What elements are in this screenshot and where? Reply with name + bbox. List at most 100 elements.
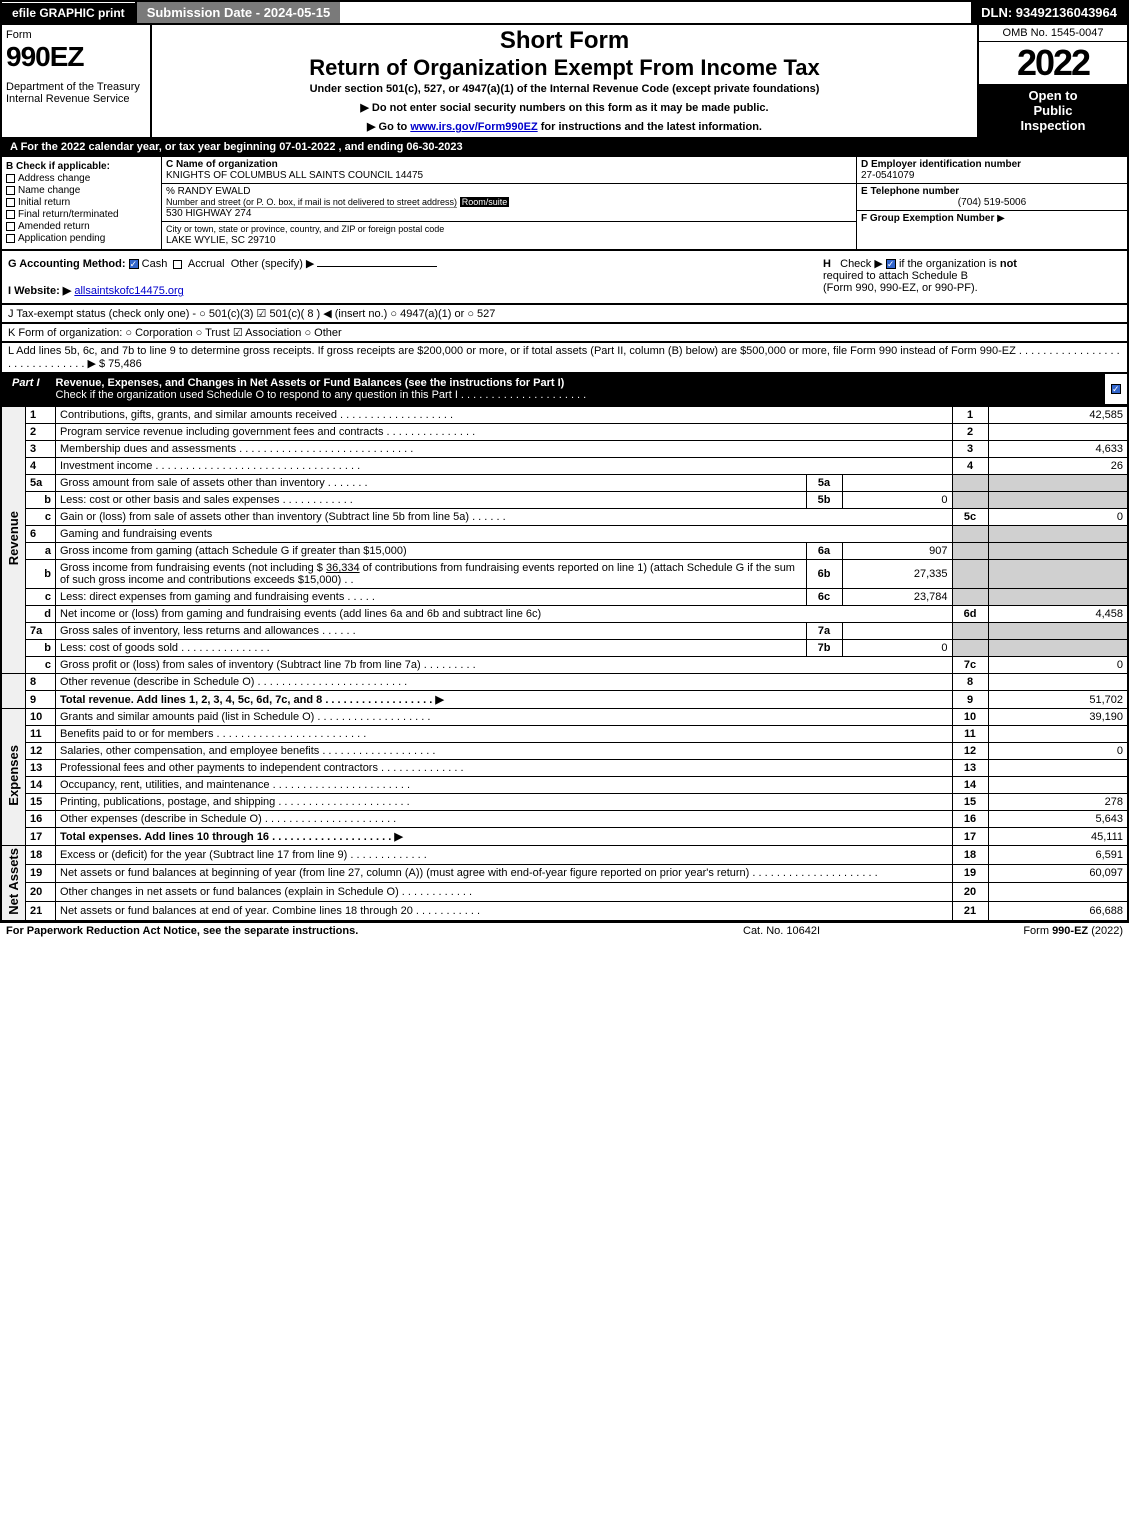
lbl-accrual: Accrual [188,258,225,270]
ln-5c-num: c [26,509,56,526]
ln-21-num: 21 [26,901,56,920]
ln-12-desc: Salaries, other compensation, and employ… [56,743,953,760]
ln-21-box: 21 [952,901,988,920]
lbl-amended-return: Amended return [18,221,90,232]
inspection-line1: Open to [983,88,1123,103]
footer-formref: Form 990-EZ (2022) [943,925,1123,937]
inspection-line2: Public [983,103,1123,118]
c-name-label: C Name of organization [166,159,278,170]
street-address: 530 HIGHWAY 274 [166,208,251,219]
chk-amended-return[interactable] [6,222,15,231]
ln-6b-subval: 27,335 [842,560,952,589]
ln-6c-rval [988,589,1128,606]
ln-6b-amt: 36,334 [326,562,360,574]
ln-13-desc: Professional fees and other payments to … [56,760,953,777]
ln-17-num: 17 [26,828,56,846]
row-k-org-form: K Form of organization: ○ Corporation ○ … [0,324,1129,343]
lbl-address-change: Address change [18,173,90,184]
lbl-initial-return: Initial return [18,197,70,208]
ln-6c-subval: 23,784 [842,589,952,606]
ln-7b-subval: 0 [842,640,952,657]
ln-10-desc: Grants and similar amounts paid (list in… [56,709,953,726]
ln-6a-subval: 907 [842,543,952,560]
ln-2-box: 2 [952,424,988,441]
ln-6b-desc: Gross income from fundraising events (no… [56,560,807,589]
ln-8-box: 8 [952,674,988,691]
lines-table: Revenue 1 Contributions, gifts, grants, … [0,406,1129,922]
ln-15-num: 15 [26,794,56,811]
ln-15-box: 15 [952,794,988,811]
ln-11-desc: Benefits paid to or for members . . . . … [56,726,953,743]
f-group-label: F Group Exemption Number [861,213,994,224]
col-def: D Employer identification number27-05410… [857,157,1127,249]
city-state-zip: LAKE WYLIE, SC 29710 [166,235,276,246]
ln-7a-subval [842,623,952,640]
ln-14-desc: Occupancy, rent, utilities, and maintena… [56,777,953,794]
ln-7c-desc: Gross profit or (loss) from sales of inv… [56,657,953,674]
ln-19-box: 19 [952,864,988,883]
ln-6-rval [988,526,1128,543]
ln-6a-rval [988,543,1128,560]
ln-18-box: 18 [952,846,988,865]
ln-15-val: 278 [988,794,1128,811]
irs-label: Internal Revenue Service [6,93,146,105]
ln-7a-rval [988,623,1128,640]
chk-name-change[interactable] [6,186,15,195]
efile-print-button[interactable]: efile GRAPHIC print [2,3,135,23]
ln-7b-num: b [26,640,56,657]
ln-10-box: 10 [952,709,988,726]
chk-initial-return[interactable] [6,198,15,207]
ln-1-val: 42,585 [988,407,1128,424]
inspection-line3: Inspection [983,118,1123,133]
chk-application-pending[interactable] [6,234,15,243]
ln-13-box: 13 [952,760,988,777]
inspection-badge: Open to Public Inspection [979,84,1127,137]
website-link[interactable]: allsaintskofc14475.org [74,285,183,297]
col-c-org: C Name of organization KNIGHTS OF COLUMB… [162,157,857,249]
chk-final-return[interactable] [6,210,15,219]
chk-cash[interactable] [129,259,139,269]
ln-6-num: 6 [26,526,56,543]
street-label: Number and street (or P. O. box, if mail… [166,197,457,208]
footer: For Paperwork Reduction Act Notice, see … [0,922,1129,939]
ln-3-box: 3 [952,441,988,458]
ln-19-val: 60,097 [988,864,1128,883]
tax-year: 2022 [979,42,1127,84]
form-number: 990EZ [6,41,146,73]
ln-6d-desc: Net income or (loss) from gaming and fun… [56,606,953,623]
ln-3-num: 3 [26,441,56,458]
ln-7a-box [952,623,988,640]
footer-left: For Paperwork Reduction Act Notice, see … [6,925,743,937]
ln-5c-desc: Gain or (loss) from sale of assets other… [56,509,953,526]
ln-16-desc: Other expenses (describe in Schedule O) … [56,811,953,828]
part-i-label: Part I [2,374,50,404]
h-text1: Check ▶ [840,258,883,270]
ln-6c-subnum: 6c [806,589,842,606]
city-label: City or town, state or province, country… [166,224,444,234]
ln-14-box: 14 [952,777,988,794]
ln-5c-box: 5c [952,509,988,526]
chk-address-change[interactable] [6,174,15,183]
h-text4: (Form 990, 990-EZ, or 990-PF). [823,282,978,294]
ln-16-box: 16 [952,811,988,828]
ln-4-num: 4 [26,458,56,475]
e-phone-value: (704) 519-5006 [861,197,1123,208]
chk-schedule-o-part1[interactable] [1111,384,1121,394]
ln-6a-num: a [26,543,56,560]
ln-12-val: 0 [988,743,1128,760]
chk-schedule-b[interactable] [886,259,896,269]
irs-link[interactable]: www.irs.gov/Form990EZ [410,121,537,133]
ln-20-desc: Other changes in net assets or fund bala… [56,883,953,902]
ln-4-val: 26 [988,458,1128,475]
ln-8-desc: Other revenue (describe in Schedule O) .… [56,674,953,691]
chk-accrual[interactable] [173,260,182,269]
ln-9-box: 9 [952,691,988,709]
ln-6c-desc: Less: direct expenses from gaming and fu… [56,589,807,606]
ln-5b-num: b [26,492,56,509]
instr-goto: ▶ Go to www.irs.gov/Form990EZ for instru… [158,120,971,133]
ln-14-val [988,777,1128,794]
ln-8-num: 8 [26,674,56,691]
ln-6-box [952,526,988,543]
form-label: Form [6,29,146,41]
d-ein-label: D Employer identification number [861,159,1021,170]
